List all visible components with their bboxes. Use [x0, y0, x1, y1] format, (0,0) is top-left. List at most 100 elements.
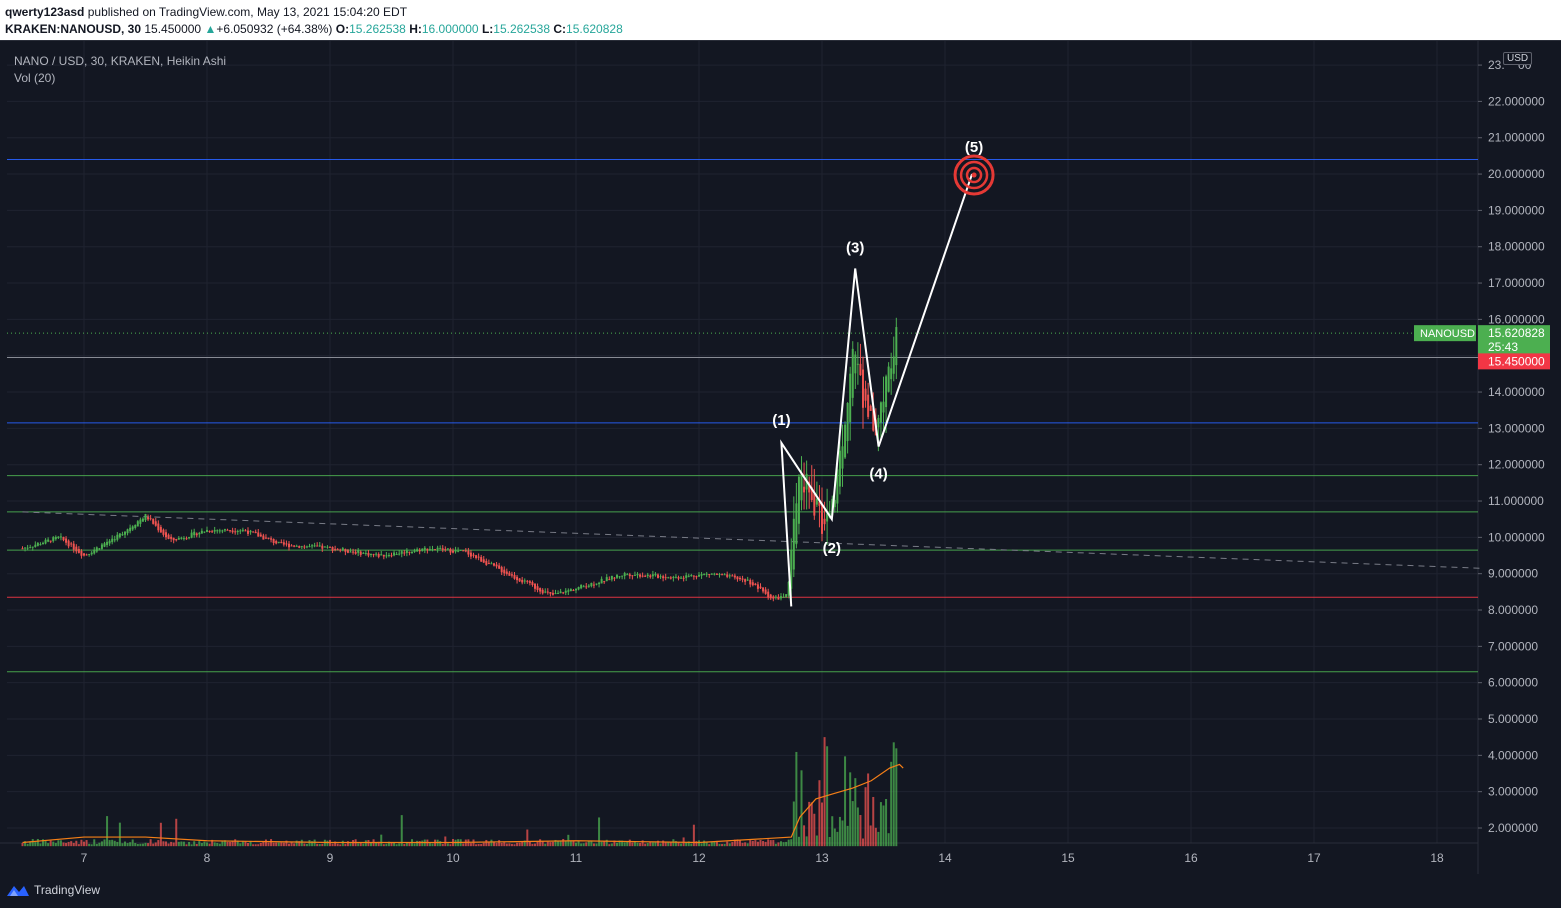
volume-bar: [544, 843, 547, 847]
volume-bar: [713, 841, 716, 847]
volume-bar: [587, 840, 590, 847]
wave-label: (1): [772, 412, 790, 429]
candle-body: [452, 550, 454, 553]
price-tick-label: 8.000000: [1488, 603, 1538, 617]
volume-bar: [98, 842, 101, 847]
volume-bar: [687, 841, 690, 847]
volume-bar: [477, 843, 480, 847]
candle-body: [282, 542, 285, 545]
chart-panel[interactable]: 2.000000 3.000000 4.000000 5.000000 6.000000…: [0, 40, 1561, 876]
candle-body: [339, 549, 342, 551]
candle-body: [139, 519, 142, 524]
volume-bar: [198, 841, 201, 847]
volume-bar: [646, 843, 649, 847]
volume-bar: [221, 840, 224, 847]
volume-bar: [108, 840, 111, 847]
volume-bar: [721, 844, 724, 847]
price-tick-label: 14.000000: [1488, 385, 1545, 399]
date-tick-label: 15: [1061, 851, 1075, 865]
candle-body: [393, 552, 396, 556]
volume-bar: [134, 842, 137, 847]
candle-body: [844, 424, 847, 458]
candle-body: [754, 583, 757, 586]
volume-bar: [113, 840, 116, 847]
volume-bar: [795, 751, 798, 847]
candle-body: [195, 533, 198, 536]
volume-bar: [813, 813, 816, 847]
candle-body: [467, 550, 470, 555]
volume-bar: [349, 843, 352, 847]
target-ring: [965, 166, 983, 184]
candle-body: [790, 550, 793, 589]
volume-bar: [882, 805, 885, 847]
volume-bar: [165, 841, 167, 847]
candle-body: [31, 546, 34, 548]
volume-bar: [536, 841, 539, 847]
volume-bar: [849, 772, 852, 847]
volume-bar: [421, 840, 424, 847]
volume-bar: [231, 840, 234, 847]
candle-body: [131, 526, 134, 530]
volume-bar: [223, 840, 226, 847]
candle-body: [759, 586, 762, 589]
price-chart[interactable]: 2.000000 3.000000 4.000000 5.000000 6.000000…: [0, 41, 1561, 875]
candle-body: [557, 592, 560, 594]
currency-badge[interactable]: USD: [1503, 52, 1533, 65]
candle-body: [616, 575, 618, 578]
candle-body: [587, 585, 590, 587]
volume-bar: [636, 842, 639, 847]
volume-bar: [572, 841, 575, 847]
author-name[interactable]: qwerty123asd: [5, 5, 85, 19]
volume-bar: [206, 842, 208, 847]
price-tick-label: 16.000000: [1488, 312, 1545, 326]
candle-body: [544, 591, 547, 593]
candle-body: [459, 549, 462, 551]
volume-bar: [195, 844, 198, 847]
volume-bar: [154, 842, 157, 847]
candle-body: [180, 537, 183, 539]
candle-body: [277, 541, 280, 543]
volume-bar: [93, 839, 96, 847]
volume-bar: [326, 840, 329, 847]
candle-body: [329, 546, 331, 548]
volume-bars: [21, 737, 898, 847]
volume-bar: [52, 841, 55, 847]
volume-bar: [285, 840, 288, 847]
low-value: 15.262538: [493, 22, 550, 36]
candle-body: [662, 576, 665, 579]
candle-body: [44, 539, 47, 544]
volume-bar: [577, 841, 580, 847]
volume-bar: [362, 843, 365, 847]
candle-body: [493, 563, 495, 566]
candle-body: [385, 555, 388, 557]
tradingview-logo-icon[interactable]: [6, 882, 30, 898]
candle-body: [580, 584, 583, 589]
candle-body: [121, 534, 124, 536]
volume-bar: [623, 842, 626, 847]
candle-body: [295, 545, 298, 547]
date-tick-label: 7: [81, 851, 88, 865]
volume-bar: [444, 836, 447, 847]
candle-body: [623, 573, 626, 576]
candle-body: [769, 594, 772, 599]
volume-bar: [357, 843, 360, 847]
candle-body: [182, 538, 185, 540]
volume-bar: [610, 843, 613, 847]
candle-body: [815, 498, 818, 505]
candle-body: [454, 549, 457, 552]
price-tick-label: 17.000000: [1488, 276, 1545, 290]
volume-bar: [141, 843, 144, 847]
candle-body: [252, 531, 255, 533]
volume-bar: [603, 840, 606, 847]
footer-brand[interactable]: TradingView: [34, 883, 101, 897]
candle-body: [172, 537, 175, 541]
volume-bar: [241, 840, 244, 847]
candle-body: [411, 552, 413, 554]
volume-bar: [59, 840, 62, 847]
volume-bar: [859, 815, 862, 847]
volume-bar: [810, 802, 813, 847]
volume-bar: [736, 839, 739, 847]
candle-body: [495, 564, 498, 567]
candle-body: [126, 529, 129, 534]
candle-body: [487, 562, 490, 564]
